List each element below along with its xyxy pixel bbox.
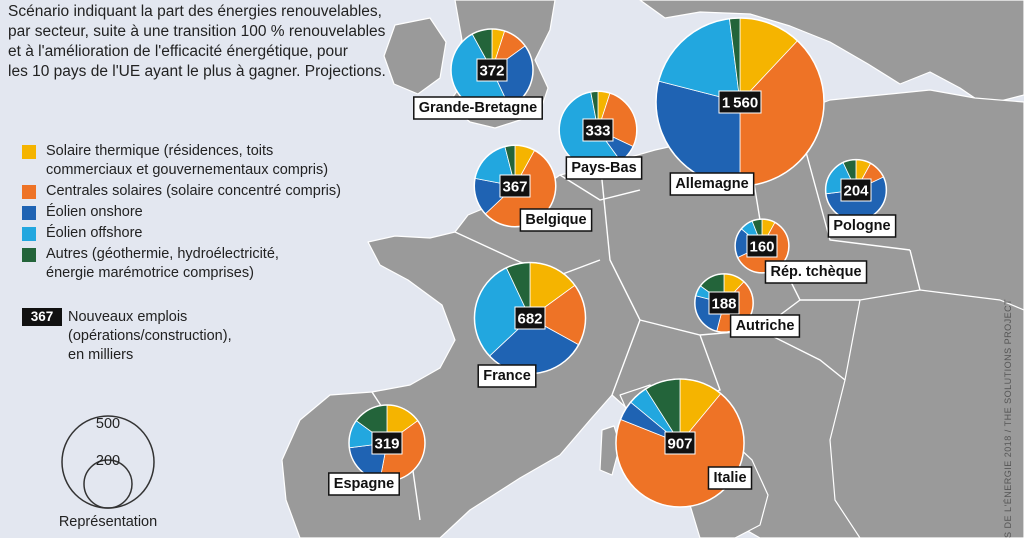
pie-outline (694, 273, 754, 333)
jobs-value: 372 (479, 63, 504, 80)
size-legend: 500 200 (61, 415, 155, 509)
country-label-belgique: Belgique (519, 208, 593, 232)
jobs-value-box (746, 234, 778, 258)
jobs-value-box (664, 431, 696, 455)
country-label-box (565, 156, 643, 180)
country-name: France (483, 368, 531, 384)
pie-charts: 372 333 1 560 367 204 160 188 682 319 907 Grande-B… (328, 17, 897, 508)
size-large-label: 500 (96, 416, 120, 432)
jobs-value-box (476, 58, 508, 82)
legend-label: énergie marémotrice comprises) (46, 265, 254, 281)
legend-item-wind-offshore: Éolien offshore (22, 224, 382, 243)
intro-line: les 10 pays de l'UE ayant le plus à gagn… (8, 63, 386, 80)
legend-label: Éolien offshore (46, 225, 143, 241)
jobs-value-box (708, 291, 740, 315)
pie-allemagne: 1 560 (655, 17, 825, 187)
country-label-box (328, 472, 400, 496)
swatch-other (22, 248, 36, 262)
jobs-value: 682 (517, 311, 542, 328)
pie-outline (615, 378, 745, 508)
country-label-italie: Italie (707, 466, 753, 490)
country-label-autriche: Autriche (729, 314, 801, 338)
country-label-espagne: Espagne (328, 472, 400, 496)
jobs-legend-line: (opérations/construction), (68, 328, 232, 344)
legend-label: Solaire thermique (résidences, toits (46, 143, 274, 159)
jobs-value-box (499, 174, 531, 198)
country-name: Espagne (334, 476, 394, 492)
country-label-box (669, 172, 755, 196)
pie-espagne: 319 (348, 404, 426, 482)
pie-autriche: 188 (694, 273, 754, 333)
pie-france: 682 (473, 261, 587, 375)
jobs-value: 188 (711, 296, 736, 313)
jobs-legend-text: Nouveaux emplois (opérations/constructio… (68, 308, 368, 365)
country-label-box (519, 208, 593, 232)
intro-line: par secteur, suite à une transition 100 … (8, 23, 386, 40)
swatch-solar-thermal (22, 145, 36, 159)
jobs-value: 907 (667, 436, 692, 453)
country-name: Autriche (736, 318, 795, 334)
jobs-value: 319 (374, 436, 399, 453)
jobs-value-box (582, 118, 614, 142)
country-label-france: France (477, 364, 537, 388)
country-label-rep-tcheque: Rép. tchèque (764, 260, 868, 284)
jobs-sample-box: 367 (22, 308, 62, 326)
size-small-label: 200 (96, 453, 120, 469)
intro-line: et à l'amélioration de l'efficacité éner… (8, 43, 348, 60)
swatch-wind-offshore (22, 227, 36, 241)
pie-outline (473, 144, 557, 228)
size-legend-caption: Représentation (58, 514, 158, 530)
jobs-legend-line: Nouveaux emplois (68, 309, 188, 325)
country-label-box (764, 260, 868, 284)
legend-item-other: Autres (géothermie, hydroélectricité, én… (22, 245, 382, 283)
pie-pologne: 204 (824, 158, 888, 222)
jobs-value-box (514, 306, 546, 330)
country-label-box (477, 364, 537, 388)
country-label-box (729, 314, 801, 338)
country-label-pays-bas: Pays-Bas (565, 156, 643, 180)
country-label-box (413, 96, 543, 120)
legend-label: Autres (géothermie, hydroélectricité, (46, 246, 279, 262)
jobs-value: 160 (749, 239, 774, 256)
jobs-legend-line: en milliers (68, 347, 134, 363)
legend-label: commerciaux et gouvernementaux compris) (46, 162, 329, 178)
legend-label: Éolien onshore (46, 204, 143, 220)
country-name: Italie (713, 470, 746, 486)
pie-pays-bas: 333 (558, 90, 638, 170)
size-circle-small (83, 459, 133, 509)
country-name: Pologne (833, 218, 890, 234)
country-label-allemagne: Allemagne (669, 172, 755, 196)
pie-belgique: 367 (473, 144, 557, 228)
swatch-wind-onshore (22, 206, 36, 220)
country-label-box (707, 466, 753, 490)
pie-outline (734, 218, 790, 274)
jobs-value: 333 (585, 123, 610, 140)
legend-item-wind-onshore: Éolien onshore (22, 203, 382, 222)
legend-label: Centrales solaires (solaire concentré co… (46, 183, 341, 199)
country-name: Belgique (525, 212, 586, 228)
intro-line: Scénario indiquant la part des énergies … (8, 3, 382, 20)
country-label-pologne: Pologne (827, 214, 897, 238)
country-name: Allemagne (675, 176, 748, 192)
jobs-value-box (840, 178, 872, 202)
country-name: Pays-Bas (571, 160, 636, 176)
swatch-solar-plants (22, 185, 36, 199)
country-name: Grande-Bretagne (419, 100, 537, 116)
country-label-grande-bretagne: Grande-Bretagne (413, 96, 543, 120)
jobs-value: 367 (502, 179, 527, 196)
jobs-value-box (371, 431, 403, 455)
legend-item-solar-plants: Centrales solaires (solaire concentré co… (22, 182, 382, 201)
jobs-value: 204 (843, 183, 869, 200)
jobs-value-box (718, 90, 762, 114)
jobs-value: 1 560 (722, 95, 758, 112)
country-label-box (827, 214, 897, 238)
color-legend: Solaire thermique (résidences, toits com… (22, 142, 382, 285)
source-credit: S DE L'ÉNERGIE 2018 / THE SOLUTIONS PROJ… (1003, 298, 1013, 538)
legend-item-solar-thermal: Solaire thermique (résidences, toits com… (22, 142, 382, 180)
country-name: Rép. tchèque (770, 264, 861, 280)
intro-text: Scénario indiquant la part des énergies … (8, 2, 388, 82)
